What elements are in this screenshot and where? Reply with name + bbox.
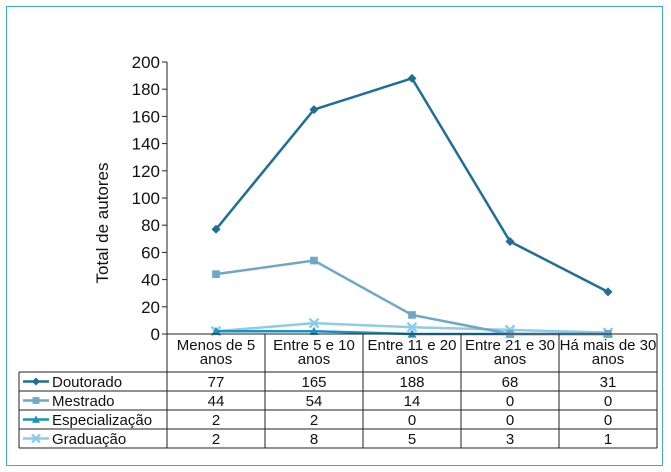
category-label: anos — [396, 351, 429, 368]
category-label: Entre 21 e 30 — [465, 337, 555, 354]
table-cell-value: 44 — [208, 393, 225, 410]
marker-stroke — [308, 317, 320, 329]
point-marker — [211, 326, 221, 335]
table-cell-value: 8 — [310, 431, 318, 448]
y-tick-label: 100 — [132, 189, 160, 208]
y-tick-label: 140 — [132, 135, 160, 154]
category-label: Menos de 5 — [177, 337, 255, 354]
table-cell-value: 0 — [604, 393, 612, 410]
point-marker — [406, 321, 418, 333]
point-marker — [603, 287, 613, 297]
line-chart: Total de autores 02040608010012014016018… — [18, 53, 658, 449]
point-marker — [32, 415, 40, 423]
series-line — [215, 76, 609, 293]
legend-series-name: Doutorado — [52, 374, 122, 391]
y-tick-label: 40 — [141, 271, 160, 290]
y-tick-label: 20 — [141, 298, 160, 317]
point-marker — [32, 377, 40, 386]
table-cell-value: 0 — [408, 412, 416, 429]
table-cell-value: 0 — [604, 412, 612, 429]
point-marker — [407, 73, 417, 83]
point-marker — [32, 397, 40, 404]
point-marker — [309, 105, 319, 115]
category-label: Entre 11 e 20 — [368, 337, 457, 354]
table-cell-value: 5 — [408, 431, 416, 448]
table-cell-value: 68 — [502, 374, 519, 391]
table-cell-value: 2 — [310, 412, 318, 429]
table-cell-value: 2 — [212, 431, 220, 448]
axes: 0 20 40 60 80 100 120 140 160 180 200 — [132, 53, 168, 344]
y-tick-label: 200 — [132, 53, 160, 72]
y-tick-label: 60 — [141, 243, 160, 262]
point-marker — [505, 237, 515, 247]
y-tick-label: 120 — [132, 162, 160, 181]
point-marker — [211, 224, 221, 234]
series-line — [215, 259, 608, 336]
category-label: anos — [592, 351, 625, 368]
point-marker — [408, 311, 416, 319]
category-label: Entre 5 e 10 — [273, 337, 355, 354]
category-label: anos — [200, 351, 233, 368]
y-tick-label: 80 — [141, 216, 160, 235]
table-cell-value: 77 — [208, 374, 225, 391]
point-marker — [309, 326, 319, 335]
marker-stroke — [31, 433, 41, 444]
chart-frame: Total de autores 0 20 40 60 80 100 120 140 160 18… — [6, 6, 663, 466]
table-cell-value: 188 — [399, 374, 424, 391]
point-marker — [212, 270, 220, 278]
marker-stroke — [406, 321, 418, 333]
category-label: Há mais de 30 — [560, 337, 657, 354]
table-cell-value: 14 — [404, 393, 421, 410]
y-axis-title: Total de autores — [93, 163, 112, 284]
table-cell-value: 31 — [600, 374, 617, 391]
legend-series-name: Especialização — [52, 412, 152, 429]
legend-series-name: Mestrado — [52, 393, 115, 410]
series-layer — [210, 73, 614, 339]
y-tick-label: 160 — [132, 107, 160, 126]
legend-series-name: Graduação — [52, 431, 126, 448]
table-cell-value: 0 — [506, 393, 514, 410]
point-marker — [310, 256, 318, 265]
table-cell-value: 54 — [306, 393, 323, 410]
y-tick-label: 0 — [151, 325, 160, 344]
category-label: anos — [494, 351, 527, 368]
point-marker — [31, 433, 41, 444]
category-label: anos — [298, 351, 331, 368]
table-cell-value: 165 — [301, 374, 326, 391]
table-cell-value: 3 — [506, 431, 514, 448]
table-cell-value: 0 — [506, 412, 514, 429]
table-cell-value: 1 — [604, 431, 612, 448]
point-marker — [308, 317, 320, 329]
table-cell-value: 2 — [212, 412, 220, 429]
y-tick-label: 180 — [132, 80, 160, 99]
